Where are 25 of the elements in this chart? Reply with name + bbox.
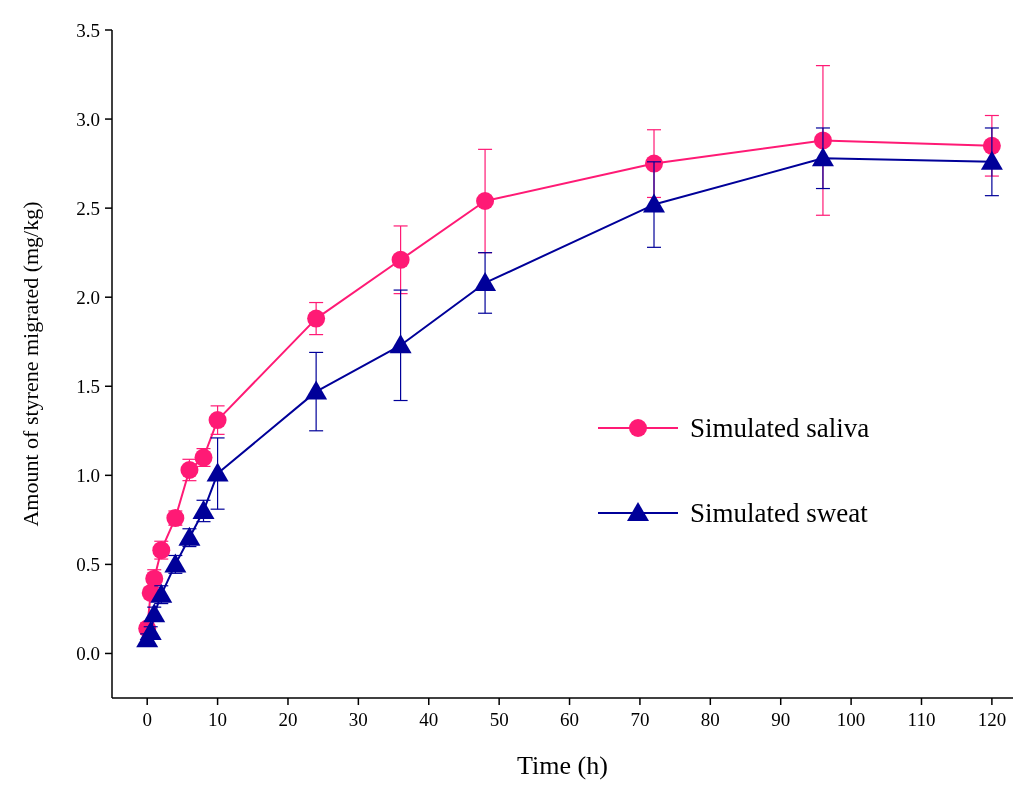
x-tick-label: 10 xyxy=(208,709,228,730)
x-tick-label: 110 xyxy=(907,709,936,730)
x-tick-label: 50 xyxy=(489,709,509,730)
x-axis-title: Time (h) xyxy=(517,751,608,780)
x-tick-label: 0 xyxy=(142,709,152,730)
y-tick-label: 0.0 xyxy=(76,643,100,665)
x-tick-label: 100 xyxy=(836,709,866,730)
y-tick-label: 1.0 xyxy=(76,464,100,486)
x-tick-label: 70 xyxy=(630,709,650,730)
x-tick-label: 90 xyxy=(771,709,791,730)
x-tick-label: 80 xyxy=(700,709,720,730)
x-tick-label: 20 xyxy=(278,709,298,730)
x-tick-label: 120 xyxy=(977,709,1007,730)
x-tick-label: 40 xyxy=(419,709,439,730)
y-tick-label: 3.0 xyxy=(76,108,100,130)
x-tick-label: 60 xyxy=(560,709,580,730)
x-tick-label: 30 xyxy=(348,709,368,730)
y-axis-title: Amount of styrene migrated (mg/kg) xyxy=(18,201,43,527)
y-tick-label: 0.5 xyxy=(76,554,100,576)
legend-label: Simulated sweat xyxy=(690,498,869,529)
y-tick-label: 2.0 xyxy=(76,286,100,308)
y-tick-label: 1.5 xyxy=(76,375,100,397)
y-tick-label: 2.5 xyxy=(76,197,100,219)
legend-label: Simulated saliva xyxy=(690,413,870,444)
y-tick-label: 3.5 xyxy=(76,19,100,41)
